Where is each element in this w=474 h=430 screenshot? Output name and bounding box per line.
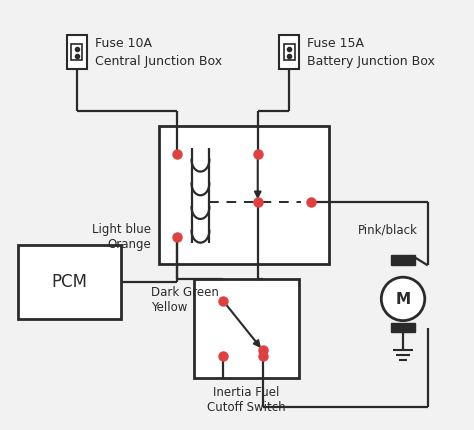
Bar	[391, 322, 415, 332]
Bar	[72, 44, 82, 60]
Text: Light blue
Orange: Light blue Orange	[92, 223, 151, 251]
Text: Dark Green
Yellow: Dark Green Yellow	[151, 286, 219, 314]
Bar	[391, 255, 415, 265]
Bar	[67, 35, 87, 69]
Bar	[18, 245, 121, 319]
Bar	[284, 44, 295, 60]
Text: M: M	[395, 292, 410, 307]
Text: Pink/black: Pink/black	[358, 223, 418, 237]
Text: Fuse 15A: Fuse 15A	[307, 37, 364, 50]
Bar	[193, 279, 299, 378]
Bar	[280, 35, 299, 69]
Circle shape	[381, 277, 425, 321]
Bar	[159, 126, 329, 264]
Text: Central Junction Box: Central Junction Box	[95, 55, 222, 68]
Text: Battery Junction Box: Battery Junction Box	[307, 55, 435, 68]
Text: Fuse 10A: Fuse 10A	[95, 37, 152, 50]
Text: Inertia Fuel
Cutoff Switch: Inertia Fuel Cutoff Switch	[207, 386, 286, 414]
Text: PCM: PCM	[52, 273, 88, 291]
